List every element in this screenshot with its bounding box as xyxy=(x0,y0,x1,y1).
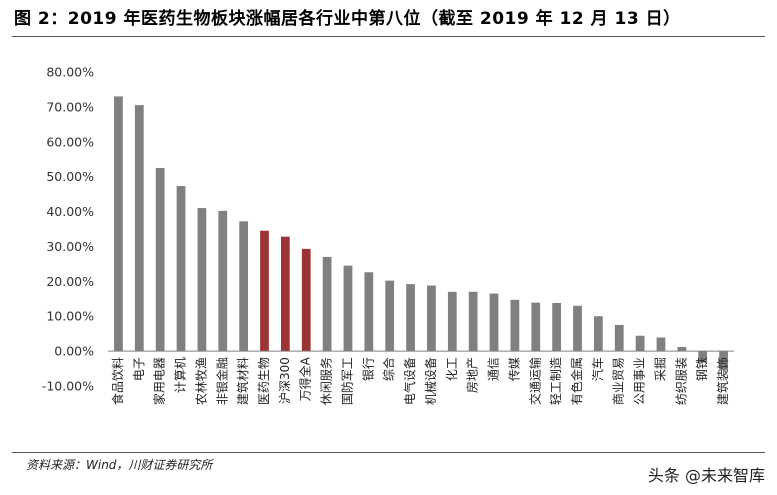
bar-14 xyxy=(406,284,415,352)
bar-2 xyxy=(155,167,165,352)
category-label: 有色金属 xyxy=(569,357,584,405)
bar-19 xyxy=(510,299,520,352)
y-tick-label: 40.00% xyxy=(46,204,94,219)
category-label: 纺织服装 xyxy=(674,357,688,405)
category-label: 建筑材料 xyxy=(235,357,250,405)
bar-22 xyxy=(573,305,582,352)
category-label: 综合 xyxy=(381,357,396,381)
category-label: 建筑装饰 xyxy=(715,357,730,405)
footer-divider xyxy=(12,452,765,453)
figure-title: 图 2：2019 年医药生物板块涨幅居各行业中第八位（截至 2019 年 12 … xyxy=(14,9,681,29)
bar-6 xyxy=(239,221,249,352)
category-label: 传媒 xyxy=(506,357,521,381)
category-label: 通信 xyxy=(487,357,501,381)
bar-29 xyxy=(719,351,728,371)
category-label: 医药生物 xyxy=(257,357,271,405)
watermark-text: 头条 @未来智库 xyxy=(647,466,765,485)
bar-25 xyxy=(635,335,645,352)
bar-23 xyxy=(593,316,603,352)
category-label: 轻工制造 xyxy=(549,357,563,405)
bar-12 xyxy=(364,272,374,352)
category-label: 沪深300 xyxy=(278,357,292,404)
category-label: 交通运输 xyxy=(527,357,542,405)
bar-16 xyxy=(447,291,457,352)
category-label: 非银金融 xyxy=(214,357,229,405)
category-label: 万得全A xyxy=(298,356,313,401)
bar-5 xyxy=(218,210,228,352)
y-tick-label: 70.00% xyxy=(46,99,94,114)
source-note: 资料来源：Wind，川财证券研究所 xyxy=(26,458,213,472)
bar-24 xyxy=(614,324,624,352)
category-label: 休闲服务 xyxy=(319,357,334,405)
category-label: 商业贸易 xyxy=(611,357,626,405)
category-label: 电子 xyxy=(132,357,146,381)
category-label: 采掘 xyxy=(652,357,667,381)
y-tick-label: 10.00% xyxy=(46,309,94,324)
bar-series xyxy=(114,96,728,371)
y-tick-label: 20.00% xyxy=(46,274,94,289)
bar-8 xyxy=(280,236,290,352)
category-labels: 食品饮料 电子 家用电器 计算机 农林牧渔 非银金融 建筑材料 医药生物 沪深300 万得全A 休闲… xyxy=(110,356,730,405)
title-divider xyxy=(12,36,765,37)
category-label: 银行 xyxy=(361,357,375,381)
category-label: 房地产 xyxy=(465,357,480,393)
category-label: 机械设备 xyxy=(423,357,438,405)
y-tick-label: 80.00% xyxy=(46,65,94,80)
category-label: 公用事业 xyxy=(633,357,647,405)
category-label: 农林牧渔 xyxy=(194,357,208,405)
bar-7 xyxy=(260,230,269,352)
y-axis-tick-labels: -10.00% 0.00% 10.00% 20.00% 30.00% 40.00% 50.0… xyxy=(42,65,94,394)
bar-3 xyxy=(176,186,186,352)
bar-18 xyxy=(489,293,499,352)
category-label: 化工 xyxy=(445,357,459,381)
category-label: 汽车 xyxy=(590,357,605,381)
bar-9 xyxy=(301,248,311,352)
y-tick-label: 30.00% xyxy=(46,239,94,254)
category-label: 食品饮料 xyxy=(110,357,125,405)
bar-1 xyxy=(134,105,144,352)
y-tick-label: 50.00% xyxy=(46,169,94,184)
bar-15 xyxy=(427,285,436,352)
category-label: 钢铁 xyxy=(695,357,709,381)
category-label: 家用电器 xyxy=(152,357,167,405)
bar-20 xyxy=(531,302,541,352)
category-label: 计算机 xyxy=(173,357,188,393)
y-tick-label: -10.00% xyxy=(42,379,94,394)
bar-27 xyxy=(677,346,687,352)
bar-21 xyxy=(552,302,562,352)
bar-28 xyxy=(698,351,708,363)
bar-10 xyxy=(322,256,332,352)
bar-4 xyxy=(197,208,207,352)
bar-chart: -10.00% 0.00% 10.00% 20.00% 30.00% 40.00% 50.0… xyxy=(42,65,734,405)
bar-17 xyxy=(468,291,478,352)
category-label: 电气设备 xyxy=(402,357,417,405)
bar-0 xyxy=(114,96,123,352)
bar-11 xyxy=(343,265,353,352)
bar-13 xyxy=(385,280,395,352)
y-tick-label: 0.00% xyxy=(54,344,94,359)
y-tick-label: 60.00% xyxy=(46,134,94,149)
bar-26 xyxy=(656,337,666,352)
category-label: 国防军工 xyxy=(339,357,354,405)
